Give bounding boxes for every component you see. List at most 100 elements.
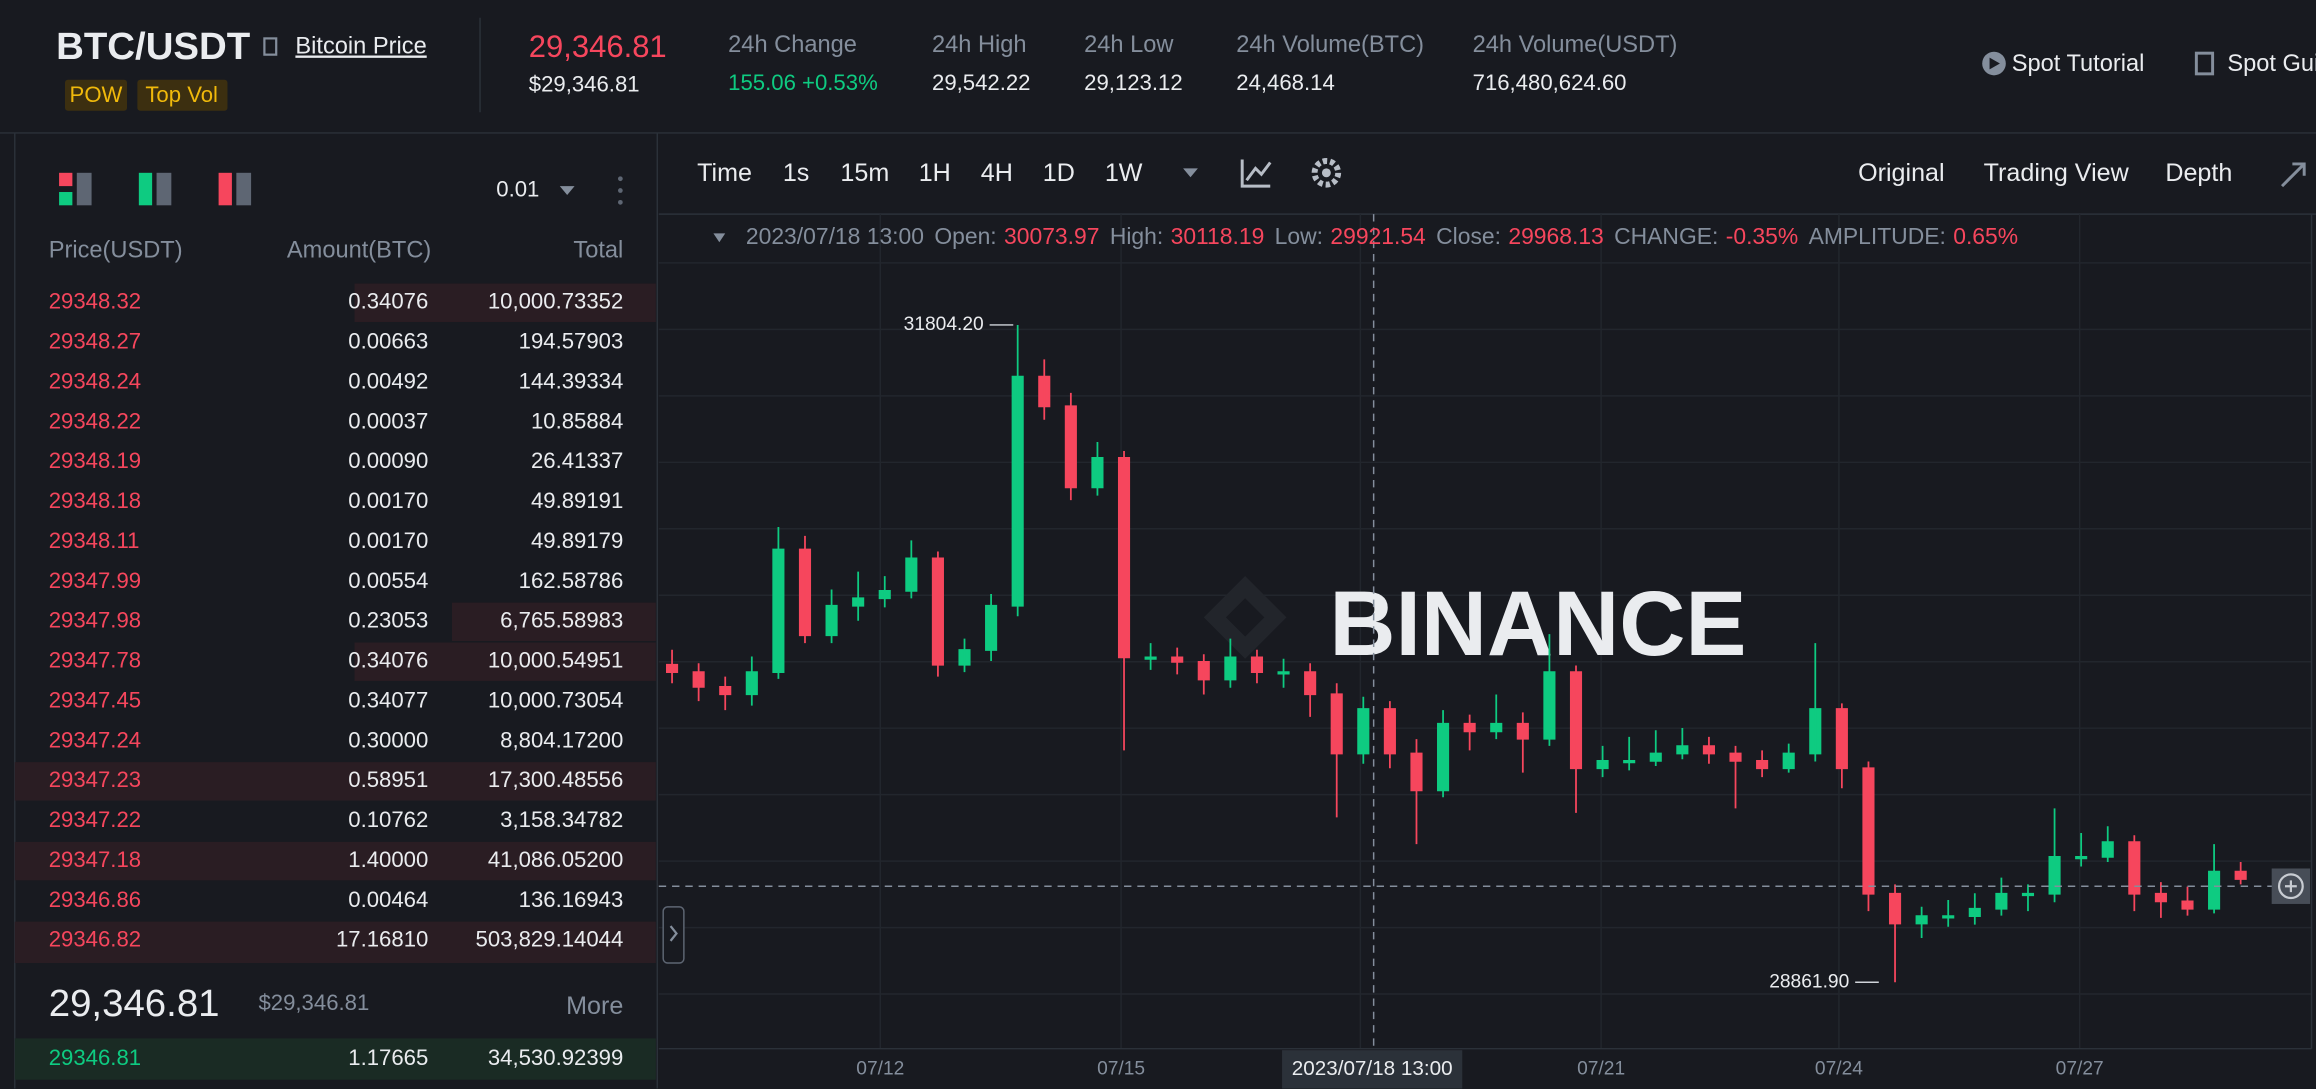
view-tab[interactable]: Trading View: [1984, 159, 2130, 187]
stat-label: 24h Low: [1084, 32, 1174, 58]
layout-icon[interactable]: [156, 172, 172, 206]
interval[interactable]: 1H: [919, 159, 951, 187]
ask-total: 49.89191: [531, 488, 623, 513]
interval[interactable]: 1W: [1105, 159, 1143, 187]
fullscreen-icon[interactable]: [2280, 162, 2306, 188]
view-tab[interactable]: Depth: [2165, 159, 2232, 187]
candle: [931, 551, 944, 677]
ask-amount: 0.30000: [348, 727, 428, 752]
menu-dot[interactable]: [617, 199, 623, 205]
candle: [1250, 649, 1264, 684]
candle: [1676, 727, 1689, 760]
candle: [905, 540, 918, 599]
candle: [798, 535, 812, 644]
menu-dot[interactable]: [617, 176, 623, 182]
ask-amount: 0.00090: [348, 448, 428, 473]
layout-icon[interactable]: [236, 172, 252, 206]
dropdown-arrow[interactable]: [1183, 168, 1198, 178]
layout-icon[interactable]: [76, 172, 92, 206]
last-price-usd: $29,346.81: [529, 72, 640, 97]
candle: [2208, 844, 2221, 914]
dropdown-arrow[interactable]: [559, 186, 575, 195]
view-tab[interactable]: Original: [1858, 159, 1944, 187]
candle: [1197, 654, 1210, 695]
interval[interactable]: Time: [697, 159, 752, 187]
candle: [1410, 739, 1423, 845]
candle: [1968, 893, 1981, 925]
stat-label: 24h Change: [728, 32, 857, 58]
add-order-button[interactable]: [2277, 873, 2304, 900]
interval[interactable]: 15m: [840, 159, 889, 187]
candle: [1144, 643, 1157, 670]
candle: [1330, 683, 1343, 818]
candle: [878, 576, 891, 608]
ask-total: 10,000.73054: [488, 687, 623, 712]
interval[interactable]: 1D: [1043, 159, 1075, 187]
depth-bar: [14, 921, 656, 964]
price-link[interactable]: Bitcoin Price: [295, 33, 426, 59]
candle: [1702, 736, 1715, 764]
info-label: Low:: [1275, 223, 1323, 249]
candle: [1888, 884, 1902, 983]
pair: BTC/USDT: [56, 25, 251, 68]
candle: [1277, 658, 1290, 688]
ask-total: 503,829.14044: [476, 927, 624, 952]
ask-amount: 0.34076: [348, 648, 428, 673]
layout-icon[interactable]: [218, 172, 232, 206]
precision[interactable]: 0.01: [496, 176, 539, 201]
settings-icon[interactable]: [1311, 158, 1342, 188]
x-label: 07/24: [1815, 1058, 1863, 1079]
candle: [1011, 324, 1024, 617]
info-label: CHANGE:: [1614, 223, 1718, 249]
interval[interactable]: 4H: [981, 159, 1013, 187]
ask-amount: 0.34076: [348, 289, 428, 314]
info-label: Close:: [1436, 223, 1501, 249]
indicator-icon[interactable]: [1240, 159, 1272, 188]
depth-bar: [14, 762, 656, 801]
ask-total: 6,765.58983: [500, 608, 623, 633]
collapse-arrow[interactable]: [713, 233, 726, 243]
depth-bar: [354, 642, 656, 681]
more-link[interactable]: More: [566, 992, 623, 1020]
x-label: 07/15: [1097, 1058, 1145, 1079]
candle: [1437, 710, 1450, 798]
interval[interactable]: 1s: [783, 159, 810, 187]
link[interactable]: Spot Tutorial: [2012, 51, 2145, 77]
ask-amount: 0.00170: [348, 488, 428, 513]
candle: [1038, 359, 1051, 420]
expand-toggle[interactable]: [662, 906, 685, 964]
depth-bar: [14, 841, 656, 881]
candle: [1171, 647, 1184, 675]
depth-bar: [354, 283, 656, 322]
depth-bar: [451, 602, 656, 642]
candle: [1809, 643, 1822, 762]
info-value: 0.65%: [1953, 223, 2018, 249]
stat-value: 24,468.14: [1236, 70, 1335, 95]
tag-label: POW: [70, 82, 123, 107]
low-marker: 28861.90: [1769, 971, 1849, 992]
candle: [2075, 832, 2088, 867]
menu-dot[interactable]: [617, 188, 623, 193]
tag: [64, 79, 128, 111]
layout-icon[interactable]: [138, 172, 153, 206]
stat-value: 716,480,624.60: [1473, 70, 1627, 95]
watermark-logo: [1203, 576, 1287, 659]
layout-icon[interactable]: [59, 172, 73, 187]
watermark: BINANCE: [1329, 573, 1746, 675]
ask-amount: 1.40000: [348, 847, 428, 872]
settings-icon[interactable]: [1321, 168, 1331, 178]
ask-price: 29346.82: [49, 927, 141, 952]
stat-value: 29,542.22: [932, 70, 1030, 95]
add-order-button[interactable]: [2284, 880, 2297, 893]
ask-total: 8,804.17200: [500, 727, 623, 752]
expand-toggle[interactable]: [669, 925, 678, 942]
candle: [1942, 900, 1955, 927]
candle: [1756, 750, 1769, 778]
candle: [1543, 634, 1556, 746]
layout-icon[interactable]: [59, 192, 73, 206]
candle: [1357, 696, 1370, 764]
info-value: 29968.13: [1508, 223, 1603, 249]
link[interactable]: Spot Guide: [2227, 51, 2316, 77]
candle: [1383, 701, 1396, 769]
ask-price: 29346.86: [49, 887, 141, 912]
